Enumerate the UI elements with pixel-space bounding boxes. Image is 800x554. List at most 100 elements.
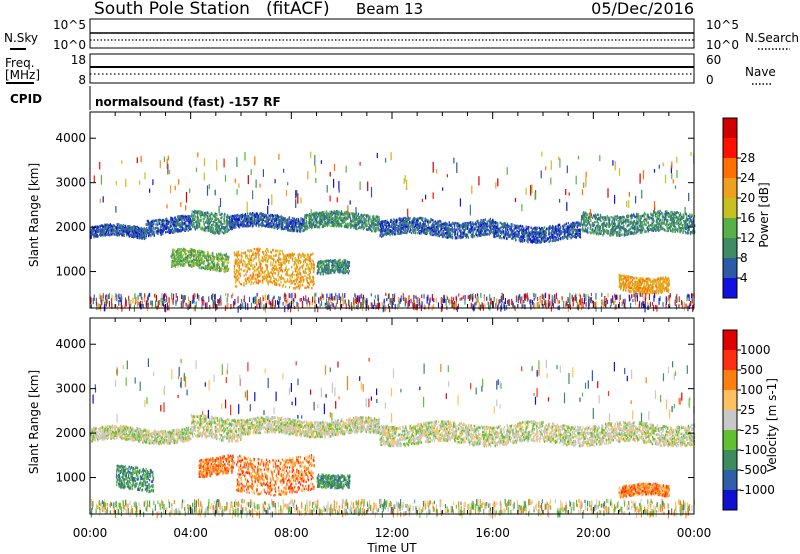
echo-point [276,224,279,227]
echo-point [243,222,245,225]
echo-point [266,225,269,228]
echo-point [160,231,162,234]
echo-point [272,224,274,228]
echo-point [571,232,573,236]
echo-point [126,231,128,234]
echo-point [373,227,375,231]
echo-point [101,228,103,231]
echo-point [211,229,213,233]
echo-point [268,214,270,217]
echo-point [155,223,157,226]
echo-point [564,230,567,233]
echo-point [573,234,576,237]
echo-point [415,231,417,234]
echo-point [220,220,222,223]
echo-point [173,227,176,230]
echo-point [630,220,632,223]
echo-point [102,229,104,232]
echo-point [403,223,405,226]
echo-point [143,232,145,235]
echo-point [175,229,177,232]
echo-point [433,227,435,230]
echo-point [591,216,594,219]
echo-point [294,221,296,224]
echo-point [209,222,211,225]
echo-point [555,239,557,242]
echo-point [246,214,248,218]
echo-point [330,212,333,216]
echo-point [108,232,110,235]
echo-point [393,227,395,230]
echo-point [202,217,204,221]
echo-point [153,234,155,237]
echo-point [122,225,124,229]
echo-point [287,229,289,232]
echo-point [581,223,583,226]
echo-point [382,224,384,228]
echo-point [480,234,482,237]
echo-point [355,214,357,218]
echo-point [571,235,573,239]
echo-point [555,225,557,229]
echo-point [182,226,184,230]
echo-point [304,222,306,225]
echo-point [305,219,307,223]
echo-point [132,225,135,228]
echo-point [216,231,218,234]
echo-point [438,234,441,238]
power-plot-bg [90,112,694,308]
echo-point [177,230,179,233]
echo-point [198,211,200,214]
echo-point [672,223,674,227]
echo-point [354,217,356,220]
echo-point [415,221,417,224]
echo-point [210,230,212,234]
echo-point [311,220,313,223]
echo-point [255,222,258,225]
echo-point [208,218,210,222]
echo-point [241,217,243,220]
echo-point [100,234,102,238]
echo-point [308,226,310,230]
echo-point [485,224,487,227]
echo-point [494,223,497,227]
echo-point [241,213,243,217]
echo-point [524,230,526,234]
echo-point [450,224,452,228]
echo-point [151,222,153,226]
echo-point [119,227,122,230]
echo-point [239,216,241,219]
echo-point [364,218,366,221]
echo-point [167,222,170,225]
echo-point [199,212,201,216]
echo-point [355,218,357,221]
echo-point [480,231,483,234]
echo-point [592,230,594,233]
echo-point [521,240,523,243]
echo-point [374,226,376,229]
echo-point [128,229,130,232]
echo-point [247,215,249,218]
echo-point [164,224,166,228]
echo-point [207,226,209,229]
echo-point [357,217,359,220]
echo-point [145,236,147,239]
echo-point [443,235,445,238]
echo-point [531,241,534,244]
echo-point [150,222,152,225]
echo-point [519,224,522,228]
echo-point [104,234,106,237]
echo-point [232,217,234,220]
echo-point [174,217,176,221]
echo-point [282,227,284,231]
echo-point [370,226,372,229]
echo-point [247,216,250,219]
echo-point [342,217,345,220]
echo-point [144,231,146,234]
echo-point [344,213,346,217]
echo-point [350,212,352,215]
echo-point [326,218,328,221]
echo-point [400,220,402,223]
echo-point [429,230,431,233]
echo-point [435,225,438,229]
